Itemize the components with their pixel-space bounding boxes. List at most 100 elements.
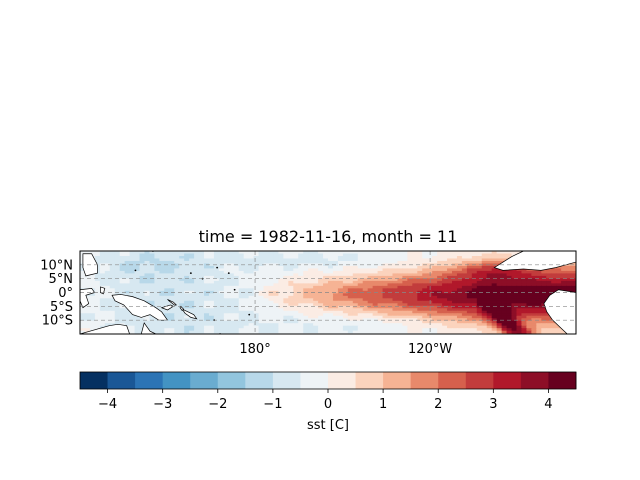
sst-cell: [516, 313, 523, 317]
sst-cell: [556, 265, 562, 270]
sst-cell: [377, 308, 384, 312]
sst-cell: [213, 255, 220, 260]
sst-cell: [89, 295, 96, 299]
sst-cell: [516, 320, 523, 324]
sst-cell: [124, 318, 131, 322]
sst-cell: [268, 268, 275, 272]
sst-cell: [144, 290, 151, 294]
sst-cell: [258, 253, 265, 257]
sst-cell: [501, 283, 508, 287]
sst-cell: [263, 293, 270, 297]
sst-cell: [561, 330, 567, 334]
sst-cell: [521, 285, 527, 289]
sst-cell: [337, 310, 344, 314]
x-axis: 180° 120°W: [239, 342, 452, 357]
sst-cell: [476, 258, 483, 262]
sst-cell: [352, 268, 359, 272]
sst-cell: [134, 280, 141, 284]
sst-cell: [218, 253, 225, 257]
sst-cell: [407, 285, 413, 289]
sst-cell: [199, 293, 205, 297]
land-polygon: [493, 251, 576, 271]
sst-cell: [372, 315, 379, 319]
sst-cell: [199, 315, 205, 319]
sst-cell: [571, 265, 576, 270]
sst-cell: [114, 265, 121, 270]
sst-cell: [531, 315, 537, 319]
sst-cell: [258, 288, 265, 292]
sst-cell: [84, 251, 91, 255]
sst-cell: [149, 265, 155, 270]
sst-cell: [481, 320, 488, 324]
sst-cell: [362, 251, 369, 255]
sst-cell: [397, 251, 403, 255]
sst-cell: [218, 275, 225, 279]
sst-cell: [417, 283, 423, 287]
sst-cell: [481, 265, 488, 270]
sst-cell: [511, 323, 518, 327]
sst-cell: [208, 305, 215, 309]
sst-cell: [238, 265, 245, 270]
sst-cell: [323, 308, 329, 312]
sst-cell: [169, 260, 175, 265]
sst-cell: [417, 285, 423, 289]
sst-cell: [486, 251, 493, 255]
sst-cell: [486, 315, 493, 319]
sst-cell: [99, 320, 106, 324]
sst-cell: [452, 323, 458, 327]
sst-cell: [213, 308, 220, 312]
sst-cell: [506, 280, 513, 284]
sst-cell: [412, 310, 418, 314]
sst-cell: [342, 310, 349, 314]
sst-cell: [347, 320, 354, 324]
sst-cell: [154, 293, 160, 297]
sst-cell: [337, 255, 344, 260]
sst-cell: [134, 323, 141, 327]
sst-cell: [288, 308, 294, 312]
sst-cell: [546, 280, 552, 284]
sst-cell: [471, 310, 478, 314]
sst-cell: [114, 320, 121, 324]
sst-cell: [238, 260, 245, 265]
sst-cell: [367, 278, 374, 282]
sst-cell: [397, 328, 403, 332]
sst-cell: [258, 308, 265, 312]
sst-cell: [114, 285, 121, 289]
sst-cell: [397, 293, 403, 297]
sst-cell: [357, 318, 364, 322]
sst-cell: [288, 288, 294, 292]
sst-cell: [114, 251, 121, 255]
sst-cell: [372, 278, 379, 282]
sst-cell: [313, 308, 319, 312]
sst-cell: [253, 268, 260, 272]
sst-cell: [189, 305, 195, 309]
sst-cell: [253, 278, 260, 282]
sst-cell: [109, 323, 116, 327]
sst-cell: [318, 328, 324, 332]
sst-cell: [318, 251, 324, 255]
sst-cell: [377, 273, 384, 277]
sst-cell: [332, 318, 339, 322]
sst-cell: [342, 285, 349, 289]
sst-cell: [407, 260, 413, 265]
sst-cell: [422, 273, 428, 277]
sst-cell: [566, 270, 572, 275]
sst-cell: [432, 318, 438, 322]
sst-cell: [169, 303, 175, 307]
sst-cell: [293, 318, 299, 322]
sst-cell: [94, 288, 101, 292]
sst-cell: [273, 260, 279, 265]
sst-cell: [253, 295, 260, 299]
sst-cell: [541, 330, 547, 334]
sst-cell: [258, 263, 265, 267]
sst-cell: [506, 270, 513, 275]
sst-cell: [278, 293, 284, 297]
sst-cell: [387, 328, 394, 332]
sst-cell: [194, 308, 200, 312]
sst-cell: [149, 295, 155, 299]
sst-cell: [109, 260, 116, 265]
sst-cell: [293, 295, 299, 299]
sst-cell: [278, 273, 284, 277]
sst-cell: [332, 273, 339, 277]
sst-cell: [164, 278, 170, 282]
